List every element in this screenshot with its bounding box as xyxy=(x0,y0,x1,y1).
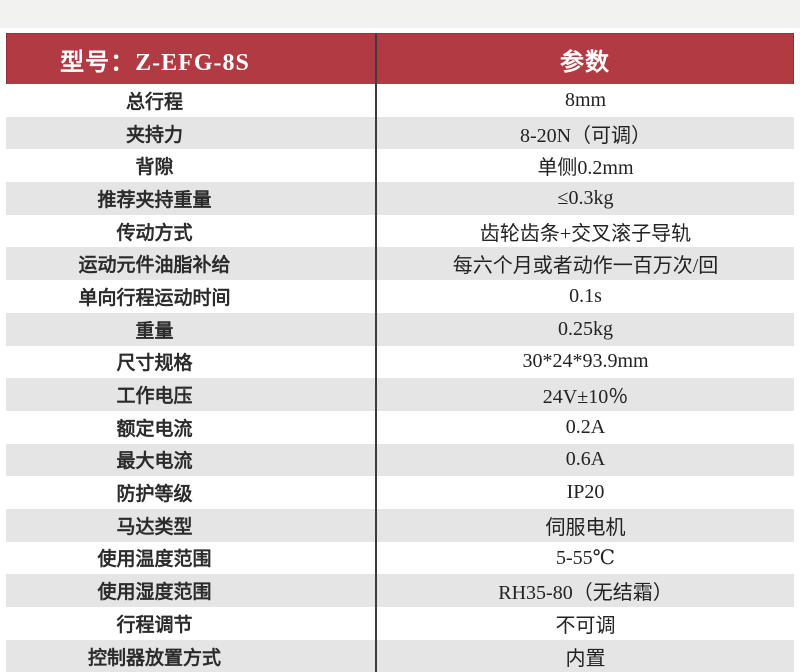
spec-value: 8-20N（可调） xyxy=(519,124,652,147)
spec-label: 重量 xyxy=(6,312,377,346)
spec-value: IP20 xyxy=(566,481,605,504)
spec-label: 单向行程运动时间 xyxy=(6,280,377,313)
table-row: 夹持力 8-20N（可调） xyxy=(6,116,794,150)
table-row: 额定电流 0.2A xyxy=(6,410,794,444)
spec-label: 控制器放置方式 xyxy=(6,639,377,672)
spec-label: 防护等级 xyxy=(6,476,377,509)
spec-value: 每六个月或者动作一百万次/回 xyxy=(452,255,719,278)
spec-value: 0.6A xyxy=(565,448,606,471)
spec-value: 8mm xyxy=(564,88,607,111)
spec-value: 伺服电机 xyxy=(545,516,626,539)
table-row: 工作电压 24V±10％ xyxy=(6,378,794,411)
table-row: 运动元件油脂补给 每六个月或者动作一百万次/回 xyxy=(6,247,794,281)
spec-label: 传动方式 xyxy=(6,214,377,248)
spec-value: 30*24*93.9mm xyxy=(522,350,649,373)
table-body: 总行程 8mm 夹持力 8-20N（可调） 背隙 单侧0.2mm 推荐夹持重量 … xyxy=(6,84,794,672)
spec-label: 背隙 xyxy=(6,149,377,183)
table-row: 单向行程运动时间 0.1s xyxy=(6,280,794,313)
table-row: 总行程 8mm xyxy=(6,84,794,117)
table-row: 背隙 单侧0.2mm xyxy=(6,149,794,183)
spec-label: 尺寸规格 xyxy=(6,345,377,379)
table-row: 重量 0.25kg xyxy=(6,312,794,346)
table-row: 使用湿度范围 RH35-80（无结霜） xyxy=(6,574,794,607)
table-row: 防护等级 IP20 xyxy=(6,476,794,509)
spec-table: 型号：Z-EFG-8S 参数 总行程 8mm 夹持力 8-20N（可调） 背隙 … xyxy=(6,33,794,672)
table-row: 使用温度范围 5-55℃ xyxy=(6,541,794,575)
spec-value: 齿轮齿条+交叉滚子导轨 xyxy=(479,222,692,245)
table-row: 马达类型 伺服电机 xyxy=(6,508,794,542)
params-header-cell: 参数 xyxy=(560,49,610,76)
spec-label: 行程调节 xyxy=(6,607,377,640)
spec-value: 单侧0.2mm xyxy=(537,157,634,180)
spec-label: 额定电流 xyxy=(6,410,377,444)
table-row: 最大电流 0.6A xyxy=(6,443,794,477)
spec-label: 马达类型 xyxy=(6,508,377,542)
spec-label: 运动元件油脂补给 xyxy=(6,247,377,281)
spec-label: 夹持力 xyxy=(6,116,377,150)
table-header-row: 型号：Z-EFG-8S 参数 xyxy=(6,33,794,84)
spec-label: 使用温度范围 xyxy=(6,541,377,575)
spec-value: 24V±10％ xyxy=(542,386,629,409)
table-row: 尺寸规格 30*24*93.9mm xyxy=(6,345,794,379)
spec-value: 0.25kg xyxy=(558,317,613,340)
spec-value: 5-55℃ xyxy=(555,547,616,570)
spec-label: 工作电压 xyxy=(6,378,377,411)
spec-value: 0.1s xyxy=(569,284,602,307)
table-row: 控制器放置方式 内置 xyxy=(6,639,794,672)
spec-value: 不可调 xyxy=(555,614,616,637)
model-header-cell: 型号：Z-EFG-8S xyxy=(7,34,377,84)
spec-label: 推荐夹持重量 xyxy=(6,182,377,215)
table-row: 推荐夹持重量 ≤0.3kg xyxy=(6,182,794,215)
spec-value: RH35-80（无结霜） xyxy=(498,582,673,605)
table-row: 行程调节 不可调 xyxy=(6,607,794,640)
spec-label: 使用湿度范围 xyxy=(6,574,377,607)
top-band xyxy=(0,0,800,28)
spec-label: 最大电流 xyxy=(6,443,377,477)
table-row: 传动方式 齿轮齿条+交叉滚子导轨 xyxy=(6,214,794,248)
spec-label: 总行程 xyxy=(6,84,377,117)
spec-value: 内置 xyxy=(565,647,606,670)
spec-value: 0.2A xyxy=(565,415,606,438)
spec-value: ≤0.3kg xyxy=(557,186,614,209)
